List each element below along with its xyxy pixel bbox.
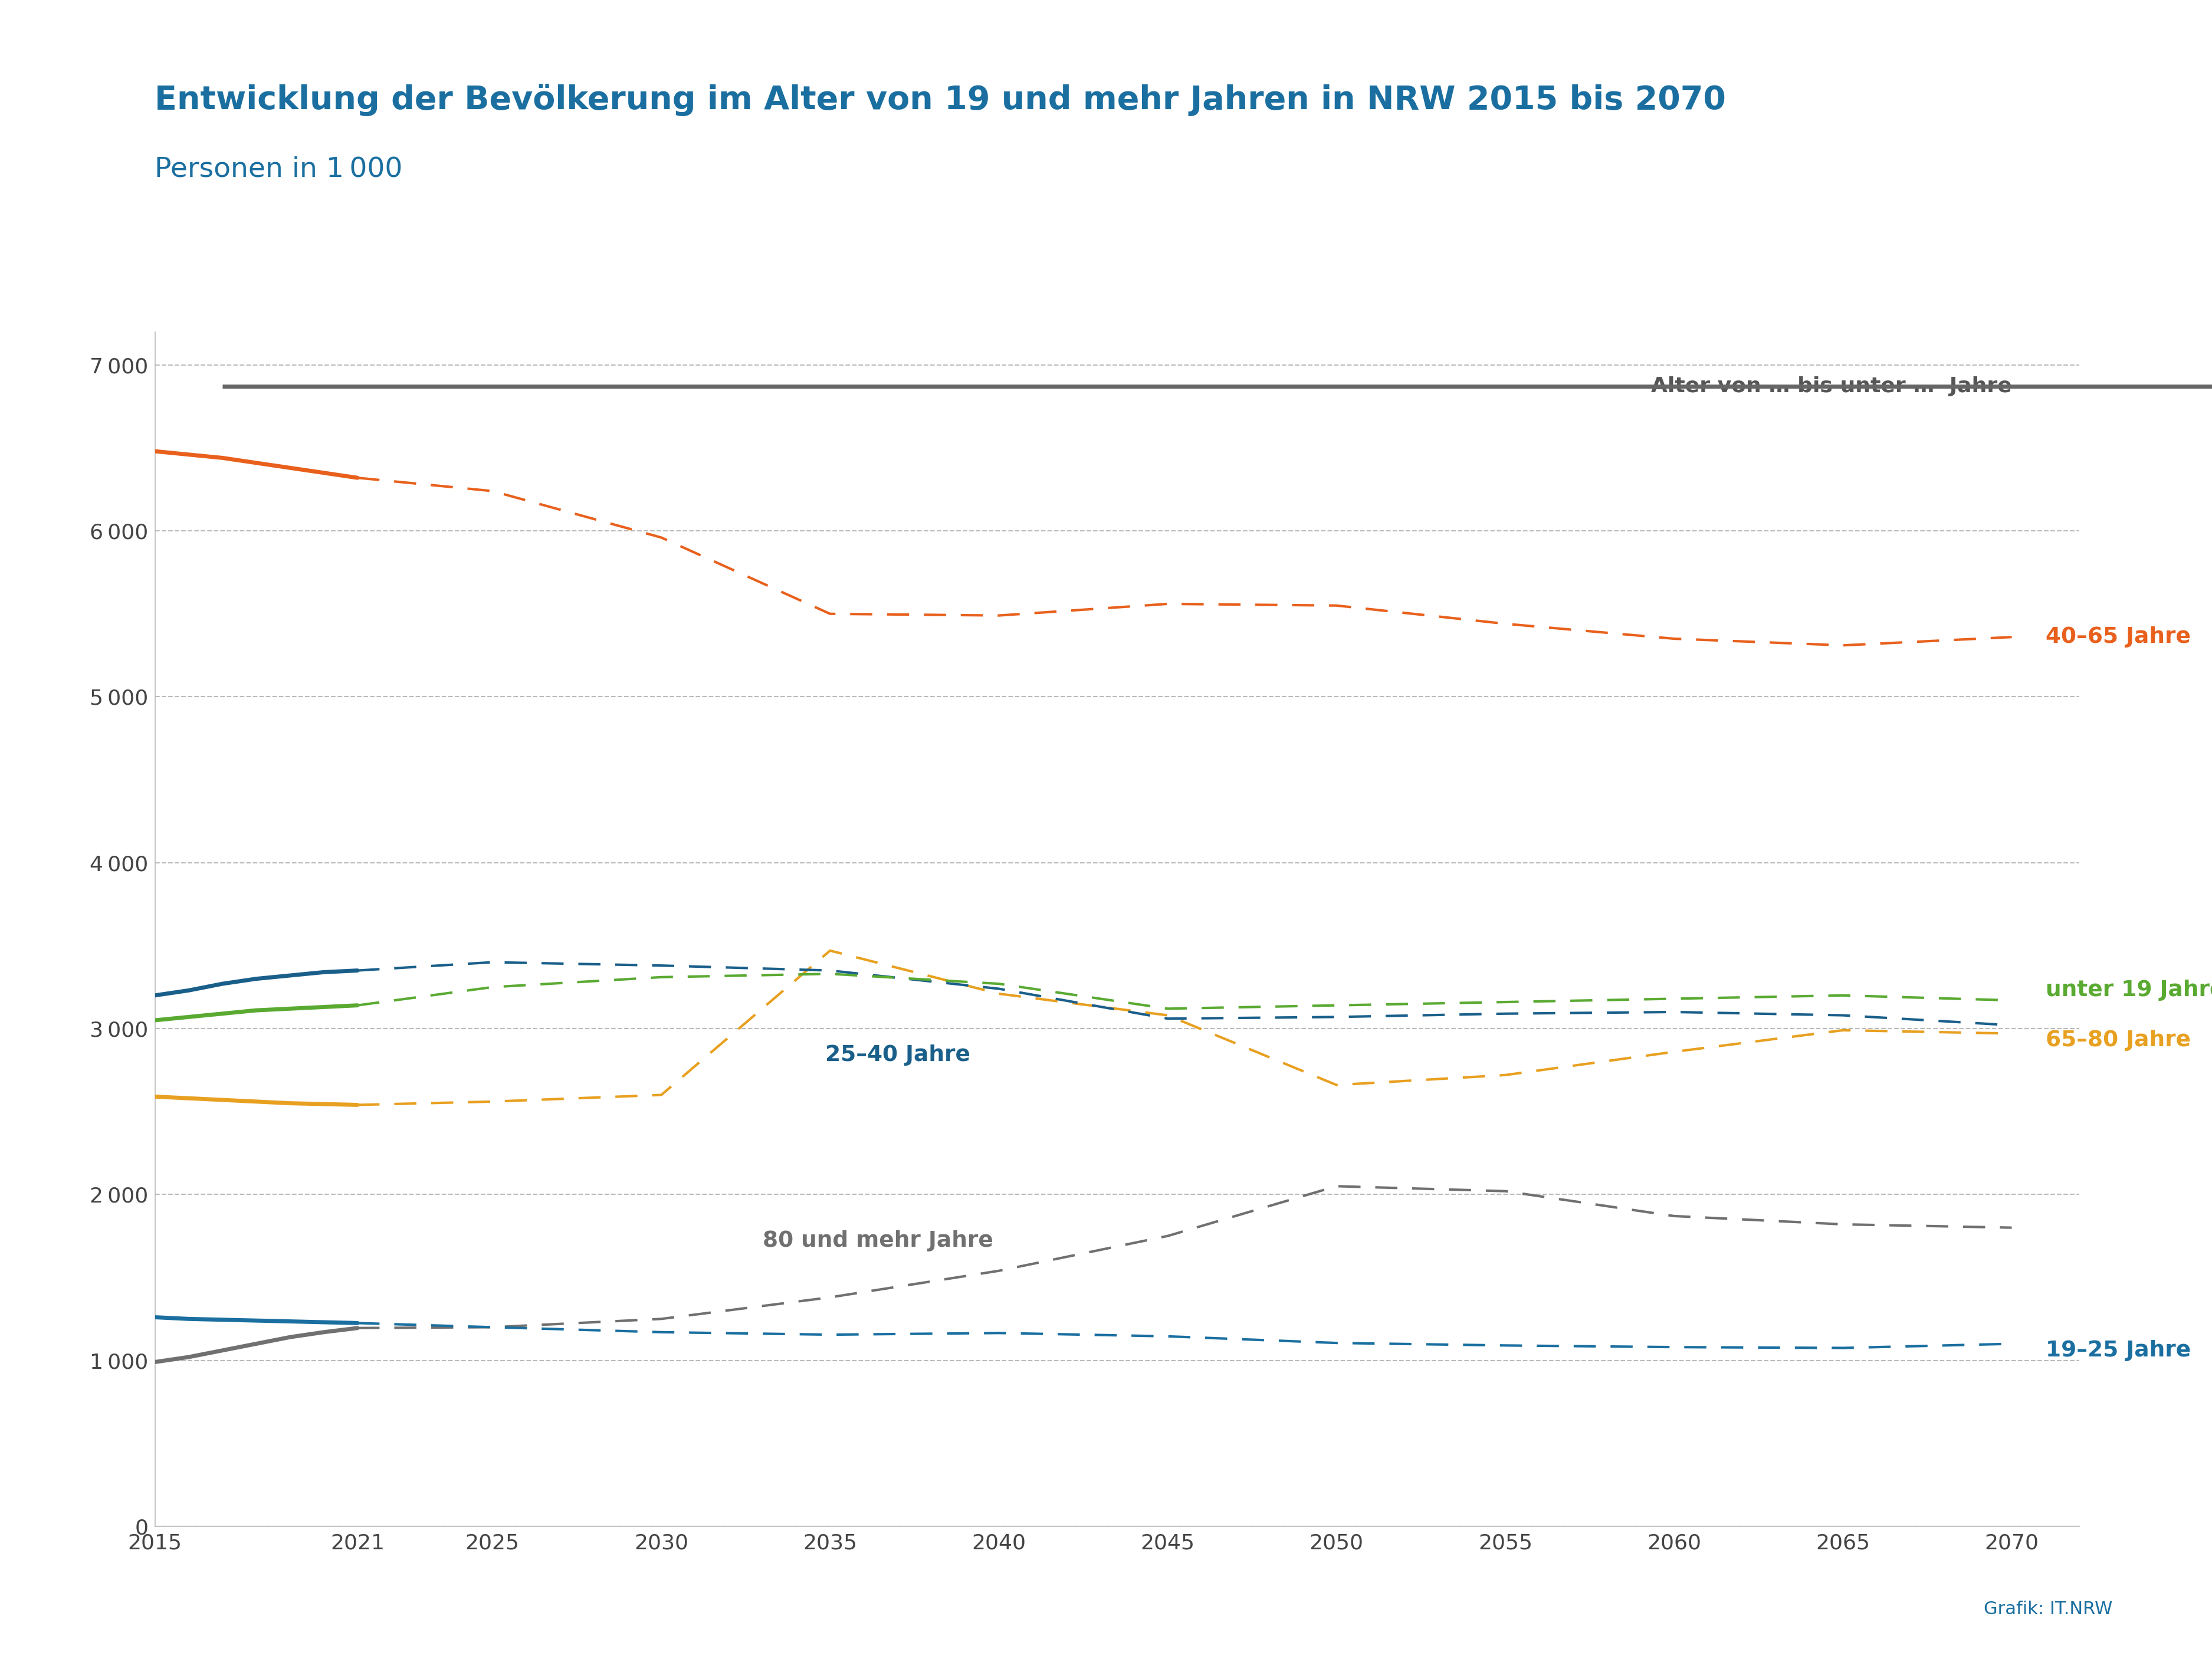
Text: 40–65 Jahre: 40–65 Jahre (2046, 627, 2190, 647)
Text: Alter von … bis unter …  Jahre: Alter von … bis unter … Jahre (1650, 377, 2011, 397)
Text: Grafik: IT.NRW: Grafik: IT.NRW (1984, 1601, 2112, 1618)
Text: unter 19 Jahre: unter 19 Jahre (2046, 980, 2212, 1000)
Text: 80 und mehr Jahre: 80 und mehr Jahre (763, 1231, 993, 1251)
Text: Entwicklung der Bevölkerung im Alter von 19 und mehr Jahren in NRW 2015 bis 2070: Entwicklung der Bevölkerung im Alter von… (155, 83, 1725, 116)
Text: Personen in 1 000: Personen in 1 000 (155, 156, 403, 182)
Text: 25–40 Jahre: 25–40 Jahre (825, 1045, 971, 1065)
Text: 19–25 Jahre: 19–25 Jahre (2046, 1340, 2190, 1360)
Text: 65–80 Jahre: 65–80 Jahre (2046, 1030, 2190, 1050)
